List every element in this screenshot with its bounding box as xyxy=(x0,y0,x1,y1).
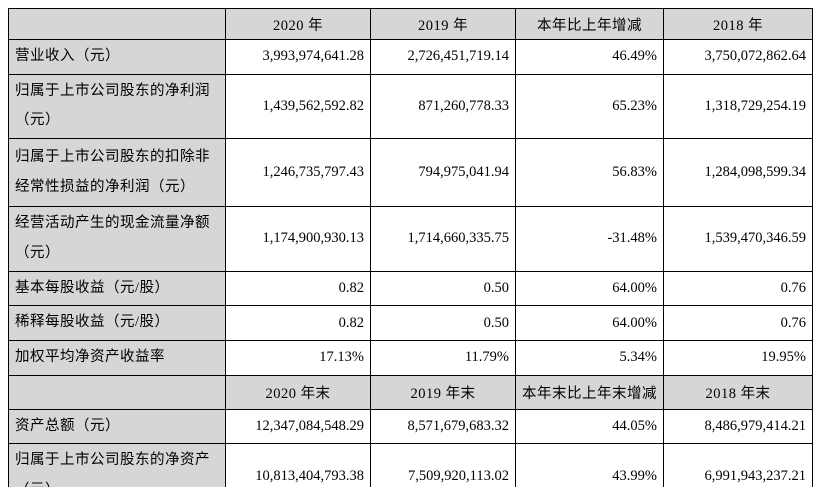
value-2018: 19.95% xyxy=(663,340,813,376)
value-2019: 8,571,679,683.32 xyxy=(370,408,516,445)
value-2019: 1,714,660,335.75 xyxy=(370,206,516,272)
financial-summary-table: 2020 年 2019 年 本年比上年增减 2018 年 营业收入（元） 3,9… xyxy=(8,8,813,487)
header-yoy-end-change: 本年末比上年末增减 xyxy=(515,374,664,410)
table-row-basic-eps: 基本每股收益（元/股） 0.82 0.50 64.00% 0.76 xyxy=(8,270,813,307)
value-2019: 11.79% xyxy=(370,340,516,376)
value-2020: 17.13% xyxy=(225,340,371,376)
table-row-weighted-avg-roe: 加权平均净资产收益率 17.13% 11.79% 5.34% 19.95% xyxy=(8,340,813,376)
header-2019-end: 2019 年末 xyxy=(370,374,516,410)
header-yoy-change: 本年比上年增减 xyxy=(515,8,664,40)
table-row-total-assets: 资产总额（元） 12,347,084,548.29 8,571,679,683.… xyxy=(8,408,813,445)
value-2019: 2,726,451,719.14 xyxy=(370,39,516,75)
value-change: 5.34% xyxy=(515,340,664,376)
value-2019: 7,509,920,113.02 xyxy=(370,443,516,487)
value-2020: 12,347,084,548.29 xyxy=(225,408,371,445)
row-label: 加权平均净资产收益率 xyxy=(8,340,226,376)
header-2018: 2018 年 xyxy=(663,8,813,40)
table-row-net-profit: 归属于上市公司股东的净利润（元） 1,439,562,592.82 871,26… xyxy=(8,73,813,140)
value-2018: 6,991,943,237.21 xyxy=(663,443,813,487)
table-row-diluted-eps: 稀释每股收益（元/股） 0.82 0.50 64.00% 0.76 xyxy=(8,305,813,342)
value-2018: 8,486,979,414.21 xyxy=(663,408,813,445)
row-label: 营业收入（元） xyxy=(8,39,226,75)
value-2019: 0.50 xyxy=(370,270,516,307)
value-change: 43.99% xyxy=(515,443,664,487)
row-label: 稀释每股收益（元/股） xyxy=(8,305,226,342)
value-2018: 0.76 xyxy=(663,270,813,307)
table-row-net-profit-excl-nonrecurring: 归属于上市公司股东的扣除非经常性损益的净利润（元） 1,246,735,797.… xyxy=(8,138,813,208)
value-change: 44.05% xyxy=(515,408,664,445)
header-2018-end: 2018 年末 xyxy=(663,374,813,410)
row-label: 归属于上市公司股东的净资产（元） xyxy=(8,443,226,487)
header-row-year-end: 2020 年末 2019 年末 本年末比上年末增减 2018 年末 xyxy=(8,374,813,410)
header-2020-end: 2020 年末 xyxy=(225,374,371,410)
value-2018: 1,284,098,599.34 xyxy=(663,138,813,208)
value-2020: 10,813,404,793.38 xyxy=(225,443,371,487)
value-2019: 871,260,778.33 xyxy=(370,73,516,140)
value-2020: 1,439,562,592.82 xyxy=(225,73,371,140)
header-2019: 2019 年 xyxy=(370,8,516,40)
value-2020: 1,246,735,797.43 xyxy=(225,138,371,208)
value-change: 46.49% xyxy=(515,39,664,75)
value-2019: 794,975,041.94 xyxy=(370,138,516,208)
value-2020: 1,174,900,930.13 xyxy=(225,206,371,272)
value-change: 64.00% xyxy=(515,305,664,342)
value-2018: 3,750,072,862.64 xyxy=(663,39,813,75)
row-label: 基本每股收益（元/股） xyxy=(8,270,226,307)
table-row-operating-cash-flow: 经营活动产生的现金流量净额（元） 1,174,900,930.13 1,714,… xyxy=(8,206,813,272)
value-change: 56.83% xyxy=(515,138,664,208)
value-2019: 0.50 xyxy=(370,305,516,342)
header-blank-cell xyxy=(8,8,226,40)
value-2020: 0.82 xyxy=(225,270,371,307)
value-2018: 1,318,729,254.19 xyxy=(663,73,813,140)
value-2020: 3,993,974,641.28 xyxy=(225,39,371,75)
value-2018: 1,539,470,346.59 xyxy=(663,206,813,272)
value-change: 64.00% xyxy=(515,270,664,307)
value-change: 65.23% xyxy=(515,73,664,140)
value-2020: 0.82 xyxy=(225,305,371,342)
header-blank-cell xyxy=(8,374,226,410)
value-change: -31.48% xyxy=(515,206,664,272)
table-row-net-assets: 归属于上市公司股东的净资产（元） 10,813,404,793.38 7,509… xyxy=(8,443,813,487)
value-2018: 0.76 xyxy=(663,305,813,342)
row-label: 经营活动产生的现金流量净额（元） xyxy=(8,206,226,272)
row-label: 归属于上市公司股东的扣除非经常性损益的净利润（元） xyxy=(8,138,226,208)
header-row-annual: 2020 年 2019 年 本年比上年增减 2018 年 xyxy=(8,8,813,40)
table-row-operating-revenue: 营业收入（元） 3,993,974,641.28 2,726,451,719.1… xyxy=(8,39,813,75)
row-label: 资产总额（元） xyxy=(8,408,226,445)
header-2020: 2020 年 xyxy=(225,8,371,40)
row-label: 归属于上市公司股东的净利润（元） xyxy=(8,73,226,140)
